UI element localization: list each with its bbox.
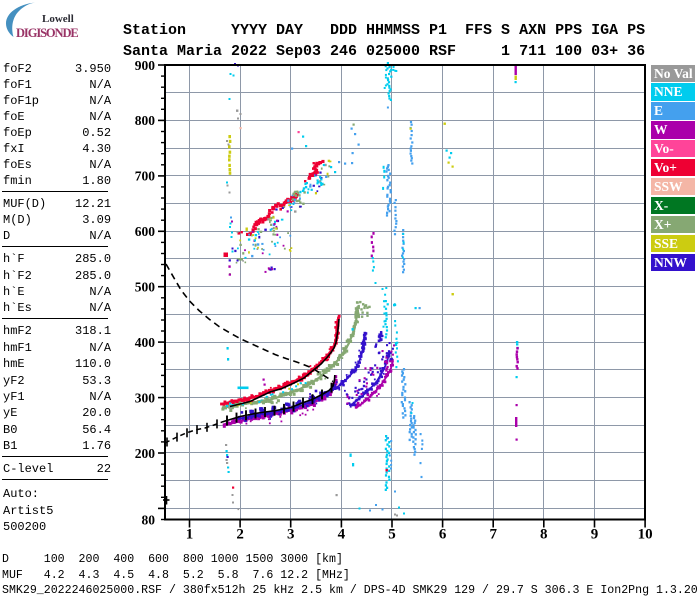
svg-text:600: 600 [135, 224, 156, 239]
svg-text:80: 80 [142, 512, 156, 527]
svg-text:8: 8 [540, 527, 548, 543]
svg-text:9: 9 [591, 527, 599, 543]
svg-text:2: 2 [236, 527, 244, 543]
svg-text:7: 7 [489, 527, 497, 543]
svg-text:4: 4 [338, 527, 346, 543]
svg-text:5: 5 [388, 527, 396, 543]
svg-text:10: 10 [638, 527, 653, 543]
svg-text:700: 700 [135, 169, 156, 184]
svg-text:500: 500 [135, 280, 156, 295]
svg-text:800: 800 [135, 113, 156, 128]
svg-text:300: 300 [135, 390, 156, 405]
svg-text:1: 1 [186, 527, 194, 543]
svg-text:400: 400 [135, 335, 156, 350]
svg-text:3: 3 [287, 527, 295, 543]
svg-text:900: 900 [135, 58, 156, 73]
svg-text:6: 6 [439, 527, 447, 543]
svg-text:200: 200 [135, 446, 156, 461]
